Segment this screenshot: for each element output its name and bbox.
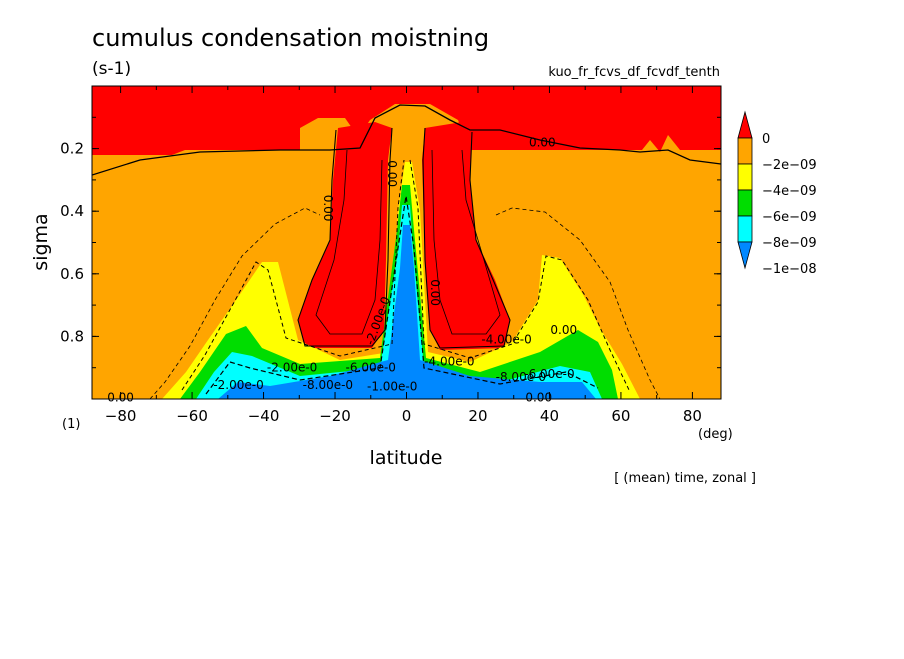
- units-label: (s-1): [92, 59, 131, 79]
- contour-label: -4.00e-0: [424, 354, 474, 368]
- colorbar-label: 0: [762, 132, 770, 147]
- x-unit-label: (deg): [698, 427, 733, 442]
- contour-label: -4.00e-0: [481, 333, 531, 347]
- x-tick-label: 80: [683, 407, 702, 425]
- contour-neg-outer-right: [495, 207, 661, 399]
- contour-neg-outer-left: [149, 207, 321, 399]
- colorbar-label: −4e−09: [762, 184, 817, 199]
- x-tick-label: 0: [402, 407, 412, 425]
- colorbar: 0 −2e−09 −4e−09 −6e−09 −8e−09 −1e−08: [737, 110, 817, 277]
- contour-label: 0.00: [321, 195, 335, 222]
- plot-area: [91, 85, 722, 400]
- colorbar-swatch: [737, 163, 753, 191]
- y-tick-label: 0.2: [60, 140, 84, 158]
- colorbar-swatch: [737, 215, 753, 243]
- y-tick-label: 0.4: [60, 202, 84, 220]
- run-name-label: kuo_fr_fcvs_df_fcvdf_tenth: [548, 65, 720, 80]
- contour-zero-left: [297, 127, 393, 347]
- contour-zero-inner-left: [315, 149, 383, 335]
- contour-label: -1.00e-0: [367, 379, 417, 393]
- contour-label: 0.00: [550, 323, 577, 337]
- colorbar-swatch: [737, 137, 753, 165]
- contour-label: -6.00e-0: [346, 361, 396, 375]
- contour-label: -2.00e-0: [213, 378, 263, 392]
- region-red-top: [92, 86, 721, 155]
- contour-label: -8.00e-0: [496, 370, 546, 384]
- chart-title: cumulus condensation moistning: [92, 24, 489, 52]
- colorbar-top-triangle: [737, 110, 753, 139]
- y-tick-label: 0.6: [60, 265, 84, 283]
- footer-label: [ (mean) time, zonal ]: [614, 471, 756, 486]
- x-tick-label: −80: [105, 407, 137, 425]
- contour-label: -2.00e-0: [267, 361, 317, 375]
- contour-neg-mid-left: [181, 159, 405, 391]
- contour-label: 0.00: [428, 279, 442, 306]
- colorbar-swatch: [737, 189, 753, 217]
- contour-neg-inner: [205, 195, 599, 395]
- y-tick-label: 0.8: [60, 327, 84, 345]
- contour-zero-right: [422, 127, 511, 349]
- x-axis-label: latitude: [370, 447, 443, 469]
- x-tick-label: −20: [319, 407, 351, 425]
- y-axis-label: sigma: [30, 213, 52, 270]
- region-red-left: [298, 122, 392, 348]
- contour-label: -8.00e-0: [303, 378, 353, 392]
- y-axis: 0.2 0.4 0.6 0.8: [60, 116, 721, 400]
- contour-label: -6.00e-0: [524, 367, 574, 381]
- colorbar-label: −1e−08: [762, 262, 817, 277]
- contour-zero-inner-right: [431, 149, 501, 335]
- x-axis: −80 −60 −40 −20 0 20 40 60 80: [105, 86, 702, 425]
- x-tick-label: 20: [468, 407, 487, 425]
- contour-zero-top: [92, 104, 721, 176]
- y-unit-label: (1): [62, 417, 80, 432]
- x-tick-label: −40: [248, 407, 280, 425]
- x-tick-label: 40: [540, 407, 559, 425]
- colorbar-label: −8e−09: [762, 236, 817, 251]
- contour-label: 0.00: [525, 390, 552, 404]
- contour-label: 0.00: [385, 160, 399, 187]
- x-tick-label: −60: [176, 407, 208, 425]
- x-tick-label: 60: [611, 407, 630, 425]
- contour-neg-mid-right: [409, 159, 631, 393]
- colorbar-bottom-triangle: [737, 241, 753, 270]
- contour-label: 0.00: [529, 135, 556, 149]
- region-blue: [218, 225, 596, 399]
- region-red-right: [422, 122, 510, 350]
- colorbar-label: −2e−09: [762, 158, 817, 173]
- colorbar-label: −6e−09: [762, 210, 817, 225]
